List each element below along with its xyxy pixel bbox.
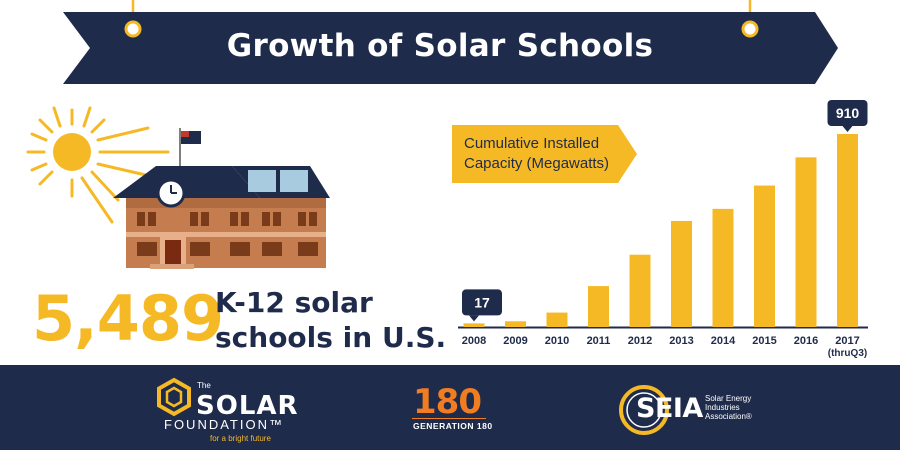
chart-legend-text: Cumulative Installed Capacity (Megawatts… [464,134,624,174]
seia-fullname-line1: Solar Energy [705,394,752,403]
bar-2008 [463,323,485,327]
chart-legend-tag [452,125,637,183]
tick-label-2015: 2015 [752,335,776,347]
tick-label-2011: 2011 [587,335,611,347]
banner-ribbon [63,12,838,84]
tick-label-2008: 2008 [462,335,486,347]
bar-2009 [505,321,526,327]
chart-legend-line1: Cumulative Installed [464,135,600,152]
banner-ring-right [741,20,759,38]
title-banner [63,0,838,84]
solar-foundation-subname: FOUNDATION™ [164,417,284,432]
bar-2017 [837,134,858,327]
solar-foundation-tagline: for a bright future [210,434,271,443]
data-label-box-2017 [827,100,868,126]
bar-2016 [795,157,817,327]
schools-caption: K-12 solar schools in U.S. [215,285,446,355]
tick-label-2016: 2016 [794,335,818,347]
school-illustration [26,106,330,269]
tick-label-2017: 2017 [835,335,859,347]
solar-foundation-the: The [197,381,211,390]
data-label-2008: 17 [474,294,490,310]
generation180-name: GENERATION 180 [413,421,493,431]
seia-abbr: SEIA [636,393,703,424]
tick-label-2013: 2013 [669,335,693,347]
school-building-icon [113,128,330,269]
solar-foundation-hexagon-icon [157,377,191,417]
bar-2012 [629,254,651,327]
bar-2014 [712,208,734,327]
generation180-number: 180 [413,382,482,422]
generation180-divider [412,418,486,419]
seia-fullname-line2: Industries [705,403,740,412]
banner-ring-left [124,20,142,38]
schools-count: 5,489 [32,282,224,355]
tick-label-2012: 2012 [628,335,652,347]
bar-2011 [588,286,609,327]
bar-2010 [546,312,568,327]
schools-caption-line2: schools in U.S. [215,321,447,354]
tick-label-2010: 2010 [545,335,569,347]
tick-sublabel-2017: (thruQ3) [828,348,867,359]
data-label-2017: 910 [836,105,860,121]
seia-ring-icon [619,385,669,435]
chart-legend-line2: Capacity (Megawatts) [464,155,610,172]
schools-caption-line1: K-12 solar [215,286,373,319]
data-label-pointer-2017 [842,126,853,132]
data-label-pointer-2008 [469,315,479,322]
bar-2015 [754,185,775,327]
data-label-box-2008 [462,289,502,316]
sun-icon [26,106,170,224]
tick-label-2009: 2009 [503,335,527,347]
page-title: Growth of Solar Schools [226,28,654,64]
footer-bar [0,365,900,450]
seia-fullname-line3: Association® [705,412,752,421]
seia-fullname: Solar Energy Industries Association® [705,394,775,421]
bar-2013 [671,220,692,327]
solar-foundation-name: SOLAR [196,391,299,421]
bar-chart: 2008 2009 2010 2011 2012 2013 2014 2015 2016 2017… [458,100,868,359]
tick-label-2014: 2014 [711,335,736,347]
